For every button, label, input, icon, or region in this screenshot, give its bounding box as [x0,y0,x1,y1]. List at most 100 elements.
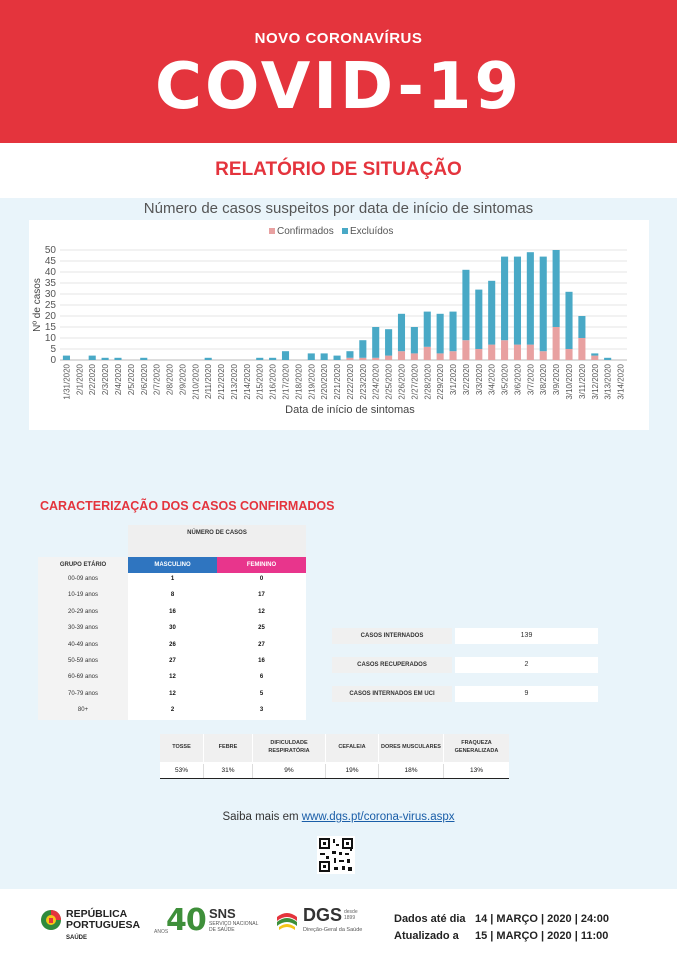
x-tick-label: 2/8/2020 [166,363,175,395]
x-tick-label: 2/18/2020 [294,363,303,399]
bar-confirmados [565,349,573,360]
x-tick-label: 3/2/2020 [462,363,471,395]
update-label: Atualizado a [394,930,459,942]
y-tick-label: 40 [45,267,57,278]
male-count: 12 [169,690,176,697]
bar-confirmados [513,344,522,360]
bar-excluidos [346,351,354,358]
bar-confirmados [372,357,380,360]
bar-excluidos [488,280,496,345]
x-tick-label: 3/4/2020 [488,363,497,395]
symptom-value: 13% [469,767,483,774]
male-count: 2 [170,707,175,714]
stat-value-uci: 9 [455,686,598,702]
bar-confirmados [552,327,560,360]
more-info-link[interactable]: www.dgs.pt/corona-virus.aspx [301,811,455,823]
bar-excluidos [436,313,444,354]
male-count: 26 [169,641,176,648]
symptom-header: FEBRE [204,734,253,762]
x-tick-label: 1/31/2020 [62,363,71,399]
sns-sub-2: DE SAÚDE [209,927,235,933]
female-count: 3 [259,707,264,714]
x-tick-label: 3/5/2020 [501,363,510,395]
bar-excluidos [591,353,599,356]
legend-label: Excluídos [350,226,393,237]
age-column [38,557,128,720]
report-title: RELATÓRIO DE SITUAÇÃO [215,159,462,180]
republica-portuguesa-logo-icon [41,910,61,930]
more-info: Saiba mais em www.dgs.pt/corona-virus.as… [0,811,677,823]
stat-label-uci: CASOS INTERNADOS EM UCI [332,686,452,702]
anos-label: ANOS [154,929,169,935]
banner-subtitle: NOVO CORONAVÍRUS [254,30,423,47]
symptom-value: 31% [204,764,253,778]
stat-label-recuperados: CASOS RECUPERADOS [332,657,452,673]
x-tick-label: 2/9/2020 [178,363,187,395]
data-label: Dados até dia [394,913,466,925]
bar-confirmados [526,344,534,360]
update-value: 15 | MARÇO | 2020 | 11:00 [475,930,609,942]
bar-excluidos [204,357,212,360]
symptom-header: CEFALEIA [326,734,379,762]
bar-confirmados [436,353,444,360]
symptom-value: 18% [379,764,444,778]
female-count: 25 [258,625,265,632]
bar-excluidos [552,250,560,327]
anos-40-logo: 40 [166,903,207,938]
x-tick-label: 2/1/2020 [75,363,84,395]
data-value: 14 | MARÇO | 2020 | 24:00 [475,913,609,925]
sns-subtitle: SERVIÇO NACIONAL DE SAÚDE [209,921,258,933]
bar-excluidos [114,357,122,360]
bar-confirmados [397,351,406,360]
age-group-label: 70-79 anos [67,690,99,697]
male-count: 8 [170,592,175,599]
footer: REPÚBLICA PORTUGUESA SAÚDE 40 ANOS SNS S… [0,889,677,960]
banner-title: COVID-19 [155,50,522,124]
x-tick-label: 2/14/2020 [243,363,252,399]
male-count: 12 [169,674,176,681]
x-tick-label: 2/6/2020 [140,363,149,395]
x-tick-label: 3/11/2020 [578,363,587,399]
y-tick-label: 20 [45,311,57,322]
x-tick-label: 2/2/2020 [88,363,97,395]
bar-excluidos [269,357,277,360]
bar-excluidos [62,355,70,360]
bar-confirmados [475,349,483,360]
x-tick-label: 2/7/2020 [153,363,162,395]
x-tick-label: 2/27/2020 [410,363,419,399]
more-info-prefix: Saiba mais em [222,811,302,823]
values-area [128,573,306,720]
stat-label-internados: CASOS INTERNADOS [332,628,452,644]
age-group-label: 20-29 anos [67,608,99,615]
female-count: 16 [258,658,265,664]
x-tick-label: 3/1/2020 [449,363,458,395]
x-tick-label: 2/13/2020 [230,363,239,399]
legend-label: Confirmados [277,226,334,237]
dgs-subtitle: Direção-Geral da Saúde [303,927,363,933]
bar-confirmados [359,357,367,360]
bar-confirmados [385,355,393,360]
bar-excluidos [423,311,431,347]
y-tick-label: 10 [45,333,57,344]
bar-confirmados [423,346,431,360]
symptoms-table: TOSSE FEBRE DIFICULDADE RESPIRATÓRIA CEF… [160,734,509,779]
dgs-logo: DGS [303,905,343,925]
y-tick-label: 35 [45,278,57,289]
x-tick-label: 3/12/2020 [591,363,600,399]
y-tick-label: 25 [45,300,57,311]
legend-swatch-excluidos [342,228,348,234]
bar-confirmados [591,355,599,360]
bar-excluidos [140,357,148,360]
bar-excluidos [359,340,367,358]
symptom-header: DORES MUSCULARES [379,734,444,762]
legend-swatch-confirmados [269,228,275,234]
x-tick-label: 2/20/2020 [320,363,329,399]
bar-excluidos [526,252,534,345]
symptom-value: 19% [326,764,379,778]
rep-line-3: SAÚDE [66,935,88,941]
bar-excluidos [281,351,290,360]
y-axis-title: Nº de casos [32,278,43,332]
bar-excluidos [462,269,470,341]
chart-container: 0 5 10 15 20 25 30 35 40 45 50 1/31/2020 2/1/2020 2/2… [29,220,649,430]
x-tick-label: 2/25/2020 [385,363,394,399]
